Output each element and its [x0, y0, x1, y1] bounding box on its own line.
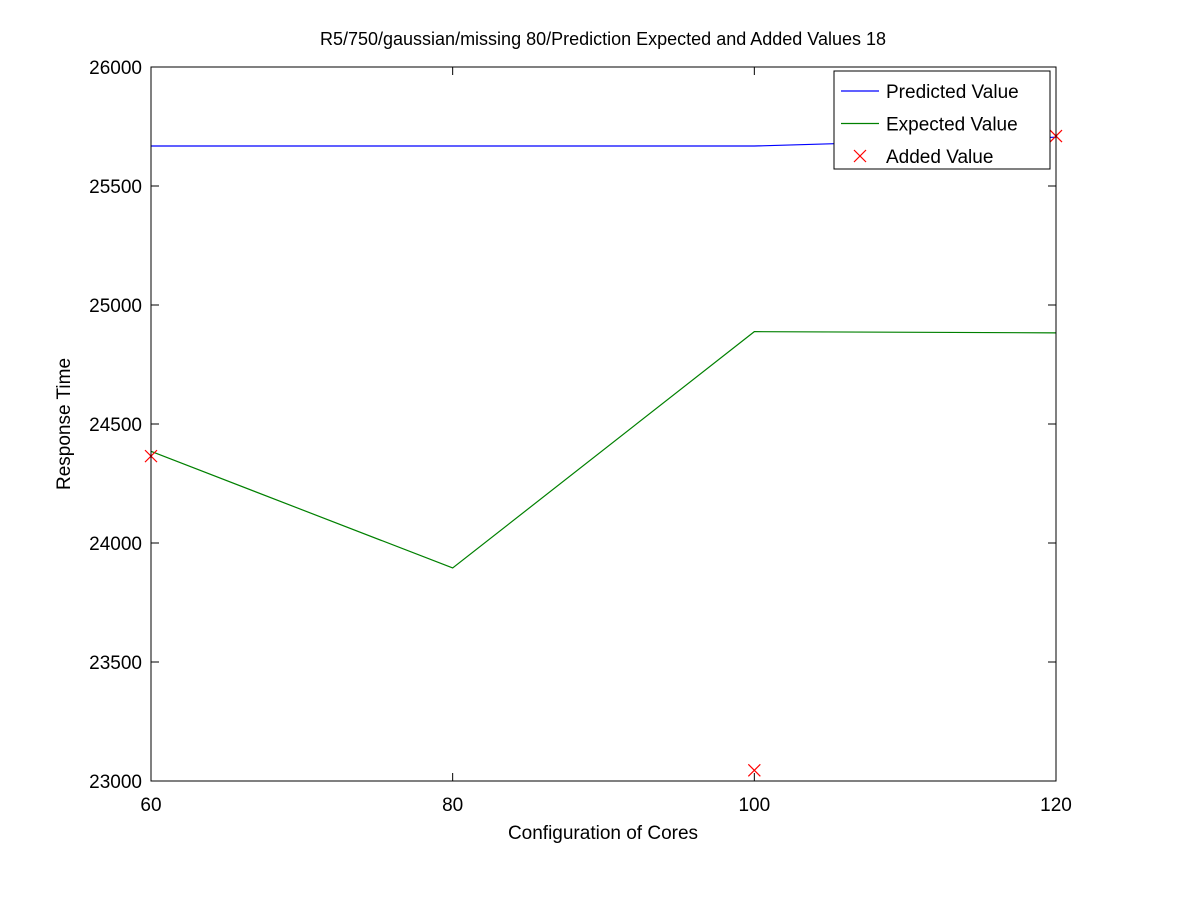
added-value-marker	[747, 763, 761, 777]
series-line-1	[150, 331, 1057, 569]
x-tick-label: 60	[140, 795, 161, 816]
legend-swatch-2	[853, 149, 867, 163]
x-tick-label: 80	[442, 795, 463, 816]
x-tick-label: 100	[738, 795, 770, 816]
legend-label-1: Expected Value	[886, 115, 1018, 136]
legend-box	[833, 70, 1051, 170]
legend-label-0: Predicted Value	[886, 82, 1019, 103]
legend-label-2: Added Value	[886, 147, 993, 168]
y-tick-label: 25000	[89, 296, 142, 317]
y-tick-label: 24500	[89, 415, 142, 436]
y-axis: 23000 23500 24000 24500 25000 25500 26000	[89, 58, 1056, 793]
y-tick-label: 23500	[89, 653, 142, 674]
plot-frame	[150, 66, 1057, 782]
x-axis-label: Configuration of Cores	[508, 823, 698, 844]
x-tick-label: 120	[1040, 795, 1072, 816]
plot-content	[144, 129, 1063, 777]
y-tick-label: 26000	[89, 58, 142, 79]
y-axis-label: Response Time	[54, 358, 75, 490]
x-axis: 60 80 100 120	[140, 67, 1072, 816]
legend: Predicted Value Expected Value Added Value	[833, 70, 1051, 170]
y-tick-label: 23000	[89, 772, 142, 793]
y-tick-label: 25500	[89, 177, 142, 198]
chart-title: R5/750/gaussian/missing 80/Prediction Ex…	[320, 29, 886, 49]
y-tick-label: 24000	[89, 534, 142, 555]
